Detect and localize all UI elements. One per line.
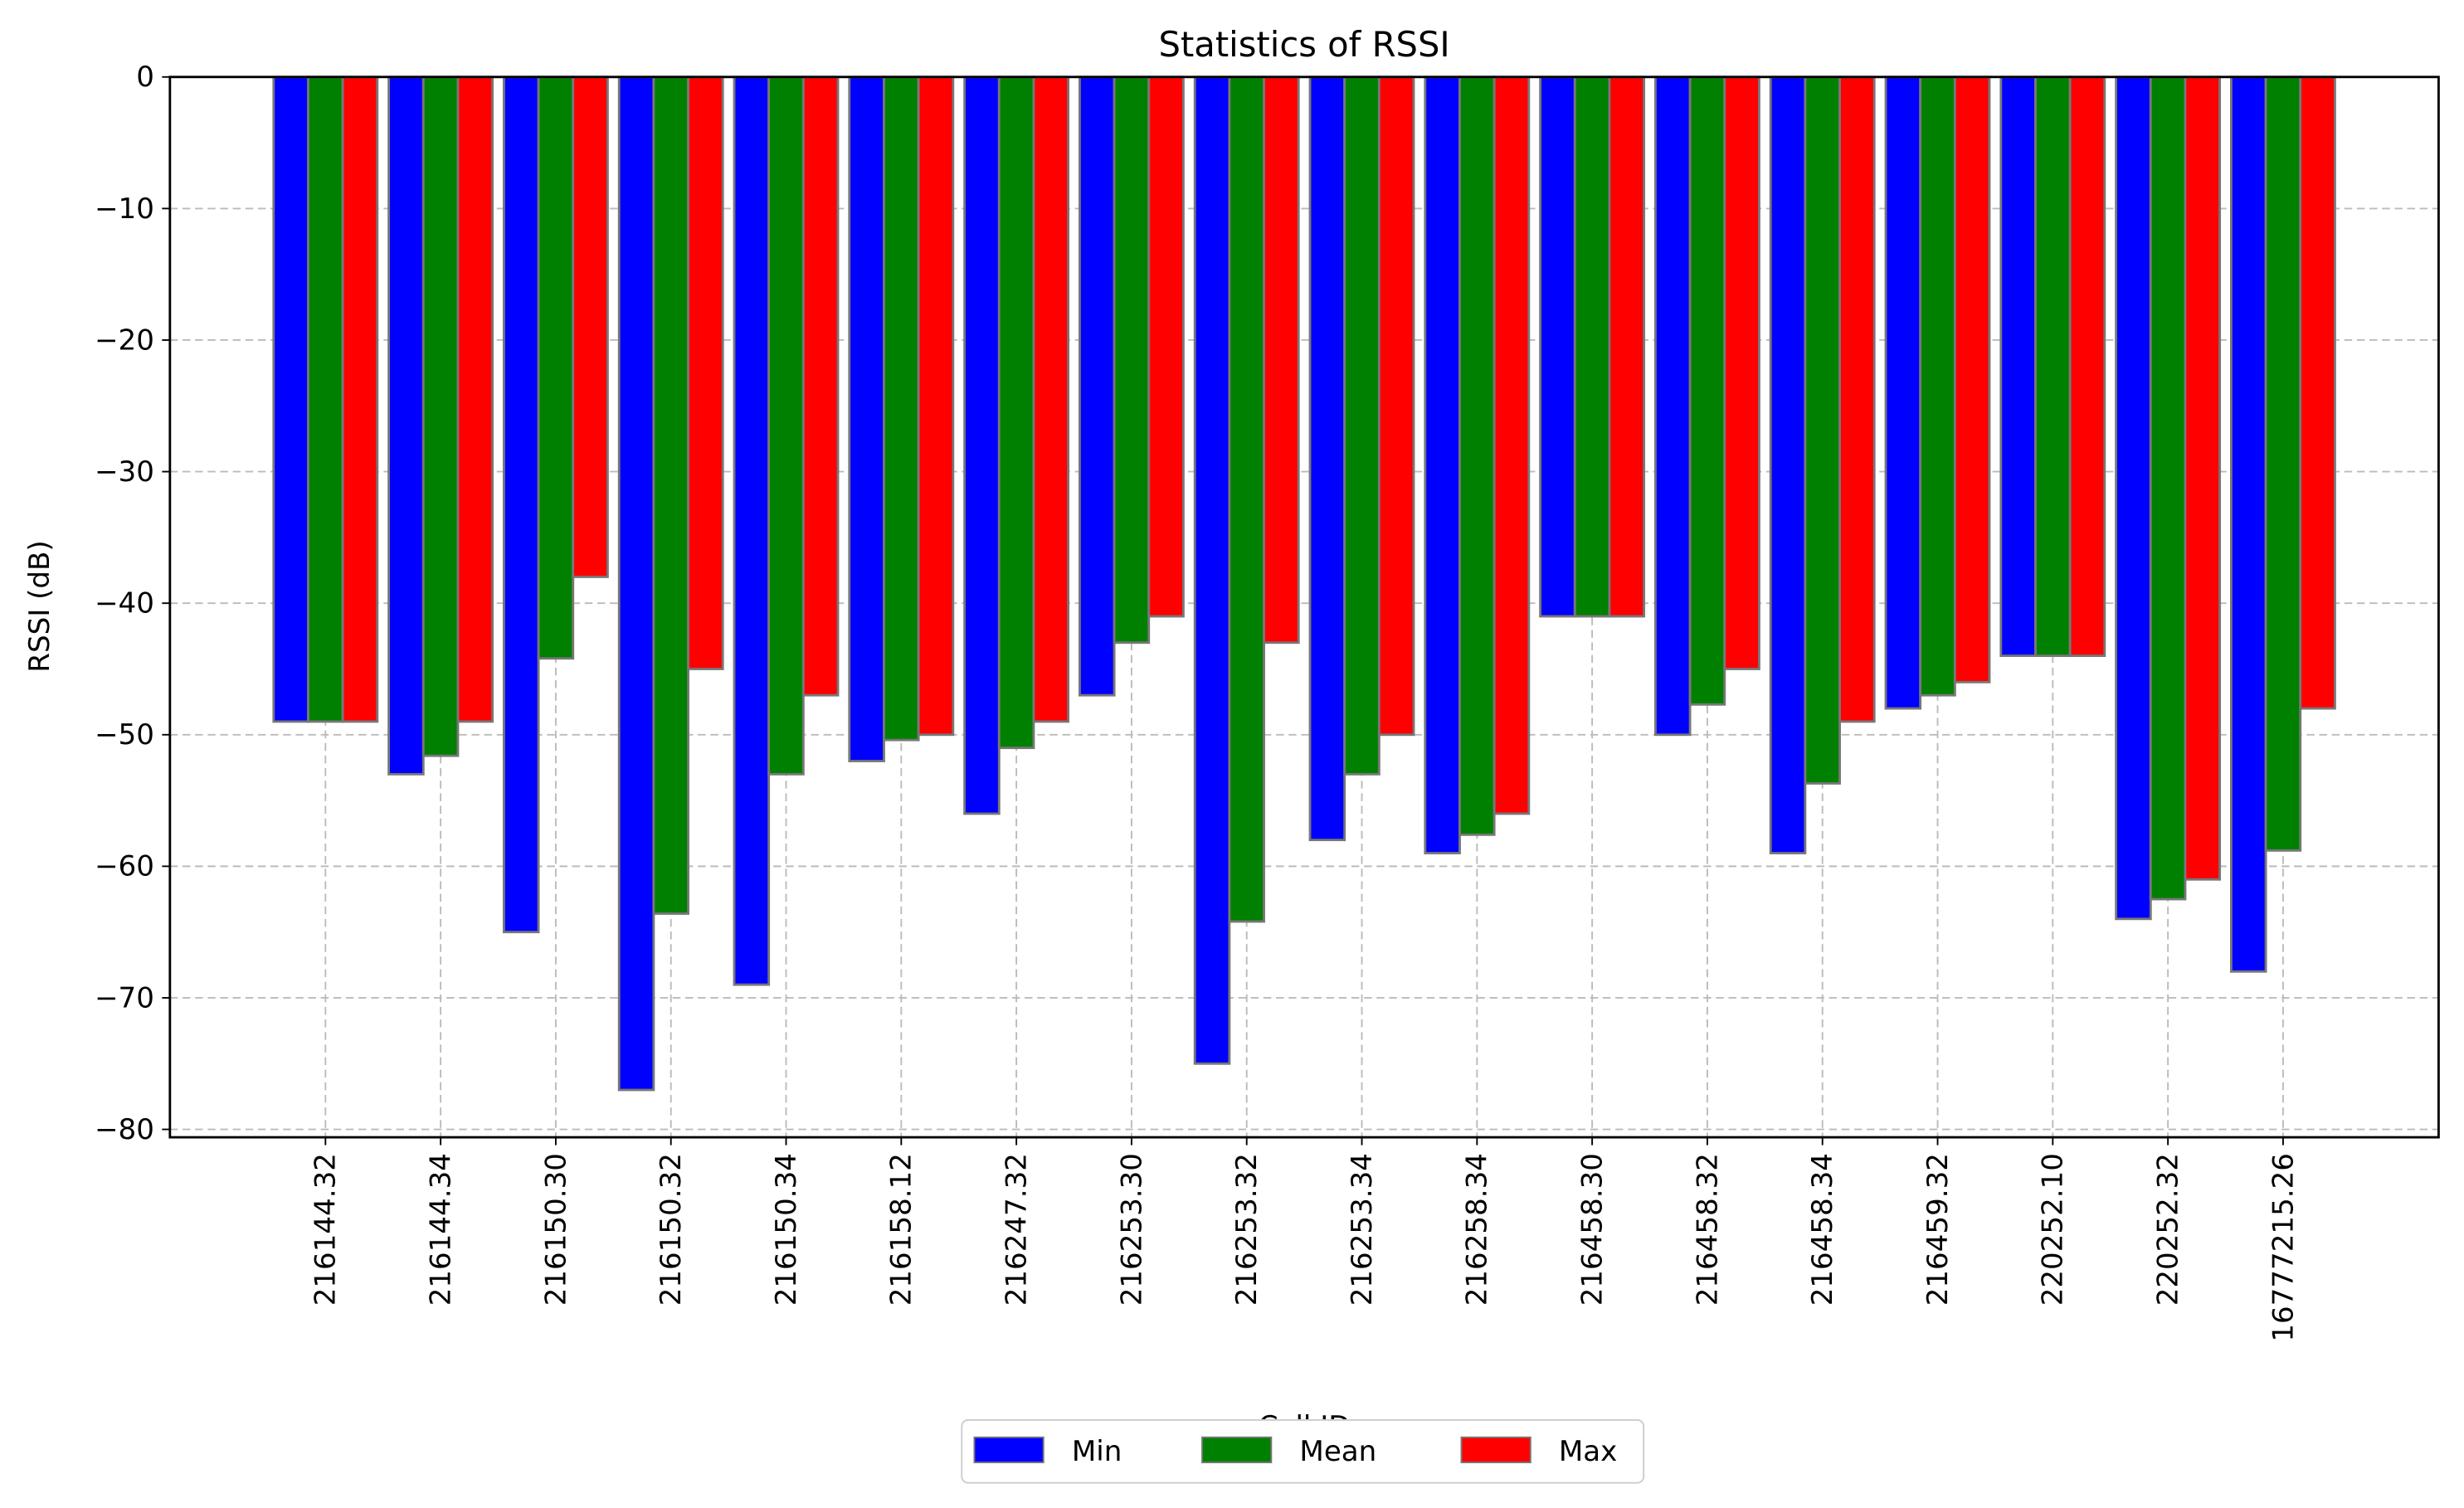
bar: [963, 75, 1001, 815]
bar: [2149, 75, 2187, 901]
x-tick-label: 216144.34: [424, 1153, 457, 1306]
bar: [1573, 75, 1611, 618]
bar: [272, 75, 309, 723]
x-tick-label: 216458.32: [1691, 1153, 1724, 1306]
bar: [456, 75, 494, 723]
plot-frame: [168, 75, 2440, 1139]
legend-label: Max: [1559, 1435, 1617, 1468]
x-tick-label: 16777215.26: [2267, 1153, 2300, 1342]
bar: [1919, 75, 1956, 697]
x-tick-label: 216150.34: [770, 1153, 803, 1306]
legend: Min Mean Max: [961, 1419, 1645, 1484]
bar: [1147, 75, 1185, 618]
bar: [2230, 75, 2267, 973]
legend-label: Mean: [1299, 1435, 1376, 1468]
bar: [1999, 75, 2037, 658]
bar: [1953, 75, 1991, 683]
bar: [617, 75, 655, 1092]
bar: [1838, 75, 1876, 723]
legend-box: [961, 1419, 1645, 1484]
bar: [1113, 75, 1151, 645]
bar: [2184, 75, 2222, 881]
x-tick-label: 216253.30: [1115, 1153, 1148, 1306]
bar: [687, 75, 724, 670]
y-tick-label: −50: [95, 718, 154, 752]
bar: [2034, 75, 2072, 658]
bar: [1032, 75, 1070, 723]
bar: [421, 75, 460, 757]
y-tick-label: 0: [136, 61, 154, 94]
chart-title: Statistics of RSSI: [1159, 24, 1450, 65]
x-tick-label: 216459.32: [1921, 1153, 1955, 1306]
bar: [767, 75, 805, 776]
bar: [2115, 75, 2152, 921]
bar: [997, 75, 1035, 750]
bar: [1493, 75, 1531, 815]
x-tick-label: 220252.10: [2037, 1153, 2070, 1306]
bar: [1688, 75, 1726, 706]
bar: [1458, 75, 1496, 836]
bar: [733, 75, 771, 986]
legend-swatch: [973, 1436, 1045, 1464]
x-tick-label: 216150.32: [655, 1153, 688, 1306]
x-tick-label: 216144.32: [309, 1153, 343, 1306]
x-tick-label: 216253.34: [1346, 1153, 1379, 1306]
x-tick-label: 216458.34: [1806, 1153, 1839, 1306]
bar: [848, 75, 885, 762]
y-tick-label: −60: [95, 850, 154, 883]
bar: [1608, 75, 1646, 618]
bar: [387, 75, 425, 776]
x-tick-label: 220252.32: [2151, 1153, 2184, 1306]
x-tick-label: 216158.12: [885, 1153, 918, 1306]
bar: [1654, 75, 1692, 737]
x-tick-label: 216458.30: [1575, 1153, 1609, 1306]
bar: [1377, 75, 1415, 737]
bar: [1723, 75, 1760, 670]
bar: [652, 75, 689, 915]
bar: [1263, 75, 1300, 645]
x-tick-label: 216150.30: [539, 1153, 572, 1306]
x-tick-label: 216247.32: [1000, 1153, 1033, 1306]
bar: [1884, 75, 1922, 710]
bar: [1539, 75, 1576, 618]
bar: [1308, 75, 1346, 842]
x-tick-label: 216258.34: [1461, 1153, 1494, 1306]
bar: [2299, 75, 2336, 710]
y-tick-label: −30: [95, 455, 154, 489]
y-tick-label: −10: [95, 192, 154, 226]
bar: [2068, 75, 2106, 658]
legend-swatch: [1201, 1436, 1273, 1464]
bar: [1769, 75, 1807, 854]
x-tick-label: 216253.32: [1230, 1153, 1264, 1306]
bar: [1343, 75, 1381, 776]
bar: [572, 75, 609, 578]
bar: [537, 75, 575, 660]
legend-swatch: [1460, 1436, 1531, 1464]
bar: [1078, 75, 1116, 697]
bar: [2264, 75, 2302, 852]
y-tick-label: −80: [95, 1113, 154, 1146]
bar: [883, 75, 920, 742]
y-tick-label: −70: [95, 981, 154, 1014]
bar: [307, 75, 344, 723]
bar: [1193, 75, 1231, 1065]
bar: [1228, 75, 1265, 923]
legend-label: Min: [1072, 1435, 1122, 1468]
bar: [502, 75, 540, 934]
y-axis-label: RSSI (dB): [23, 540, 56, 672]
bar: [1424, 75, 1461, 854]
y-tick-label: −40: [95, 587, 154, 620]
bar: [1804, 75, 1841, 785]
bar: [917, 75, 955, 737]
bar: [341, 75, 379, 723]
bar: [801, 75, 840, 697]
y-tick-label: −20: [95, 323, 154, 357]
